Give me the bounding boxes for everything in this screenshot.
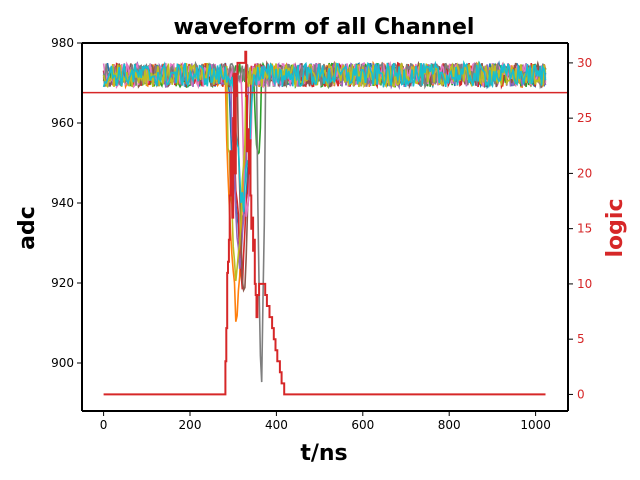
y-tick-label-900: 900 [51,356,74,370]
adc-channel-line-8 [102,60,547,282]
adc-channel-line-9 [102,60,547,213]
x-tick-label-400: 400 [265,418,288,432]
y2-tick-label-30: 30 [577,56,592,70]
y-tick-label-940: 940 [51,196,74,210]
y-tick-label-960: 960 [51,116,74,130]
axes: 0 200 400 600 800 1000 900 920 940 960 980 0 5 10 15 20… [51,36,592,432]
x-tick-label-200: 200 [179,418,202,432]
adc-channel-line-0 [102,60,547,250]
x-tick-label-0: 0 [100,418,108,432]
y2-tick-label-25: 25 [577,111,592,125]
y2-tick-label-15: 15 [577,222,592,236]
adc-channel-line-5 [102,60,546,293]
x-tick-label-600: 600 [351,418,374,432]
y-tick-label-920: 920 [51,276,74,290]
x-tick-label-800: 800 [438,418,461,432]
y2-tick-label-5: 5 [577,332,585,346]
plot-lines [82,50,568,396]
y2-axis-label: logic [603,199,628,258]
x-axis-label: t/ns [300,441,347,466]
y-tick-label-980: 980 [51,36,74,50]
y2-tick-label-0: 0 [577,387,585,401]
chart-title: waveform of all Channel [174,15,475,40]
x-tick-label-1000: 1000 [520,418,551,432]
adc-channel-line-4 [102,61,547,269]
adc-channel-line-7 [102,60,547,383]
logic-series-line [103,50,546,396]
y-axis-label: adc [15,206,40,250]
adc-channel-line-3 [102,61,547,290]
y2-tick-label-20: 20 [577,166,592,180]
y2-tick-label-10: 10 [577,277,592,291]
adc-channel-line-1 [102,60,547,322]
